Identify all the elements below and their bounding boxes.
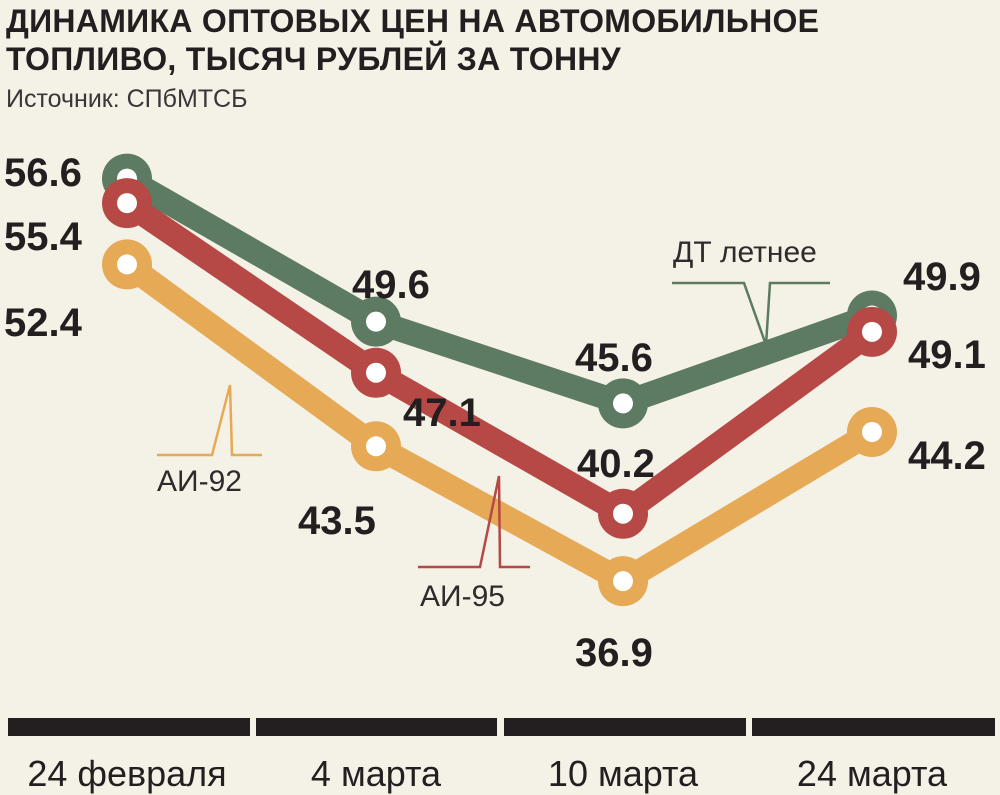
series-name-dt: ДТ летнее [673,236,817,269]
value-label-ai92: 52.4 [4,301,83,345]
x-tick-label: 24 марта [797,753,948,794]
series-marker-dot-dt [613,393,633,414]
series-marker-dot-dt [366,311,386,332]
series-marker-dot-ai95 [613,503,633,524]
value-label-ai92: 36.9 [575,631,653,675]
axis-segment [256,718,497,736]
series-marker-dot-ai92 [613,571,633,592]
callout-pointer-ai92 [157,384,262,457]
series-name-ai95: АИ-95 [420,580,505,613]
series-marker-dot-ai92 [117,254,137,275]
chart-source: Источник: СПбМТСБ [6,85,248,113]
x-tick-label: 24 февраля [27,753,226,794]
callout-pointer-dt [672,281,830,346]
chart-title-line-2: ТОПЛИВО, ТЫСЯЧ РУБЛЕЙ ЗА ТОННУ [6,41,621,77]
series-line-ai95 [115,191,884,526]
axis-segment [504,718,746,736]
series-line-dt [115,166,884,416]
value-label-ai95: 55.4 [4,215,83,259]
callout-pointer-ai95 [418,475,530,569]
value-label-ai95: 40.2 [577,442,655,486]
value-label-ai95: 49.1 [908,333,986,377]
axis-segment [8,718,250,736]
value-label-dt: 56.6 [4,151,82,195]
axis-segment [752,718,995,736]
value-label-ai92: 44.2 [908,434,986,478]
value-label-ai95: 47.1 [403,391,481,435]
series-marker-dot-ai95 [862,321,882,342]
series-marker-dot-ai92 [862,422,882,442]
series-name-ai92: АИ-92 [157,465,242,498]
value-label-dt: 45.6 [575,336,653,380]
series-marker-dot-ai92 [366,436,386,457]
value-label-ai92: 43.5 [298,499,376,543]
chart-title-line-1: ДИНАМИКА ОПТОВЫХ ЦЕН НА АВТОМОБИЛЬНОЕ [6,3,820,39]
value-label-dt: 49.9 [903,255,981,299]
series-marker-dot-ai95 [117,193,137,214]
x-tick-label: 10 марта [548,753,699,794]
series-marker-dot-ai95 [366,362,386,383]
x-tick-label: 4 марта [311,753,442,794]
chart-title: ДИНАМИКА ОПТОВЫХ ЦЕН НА АВТОМОБИЛЬНОЕ ТО… [6,2,819,78]
value-label-dt: 49.6 [352,263,430,307]
